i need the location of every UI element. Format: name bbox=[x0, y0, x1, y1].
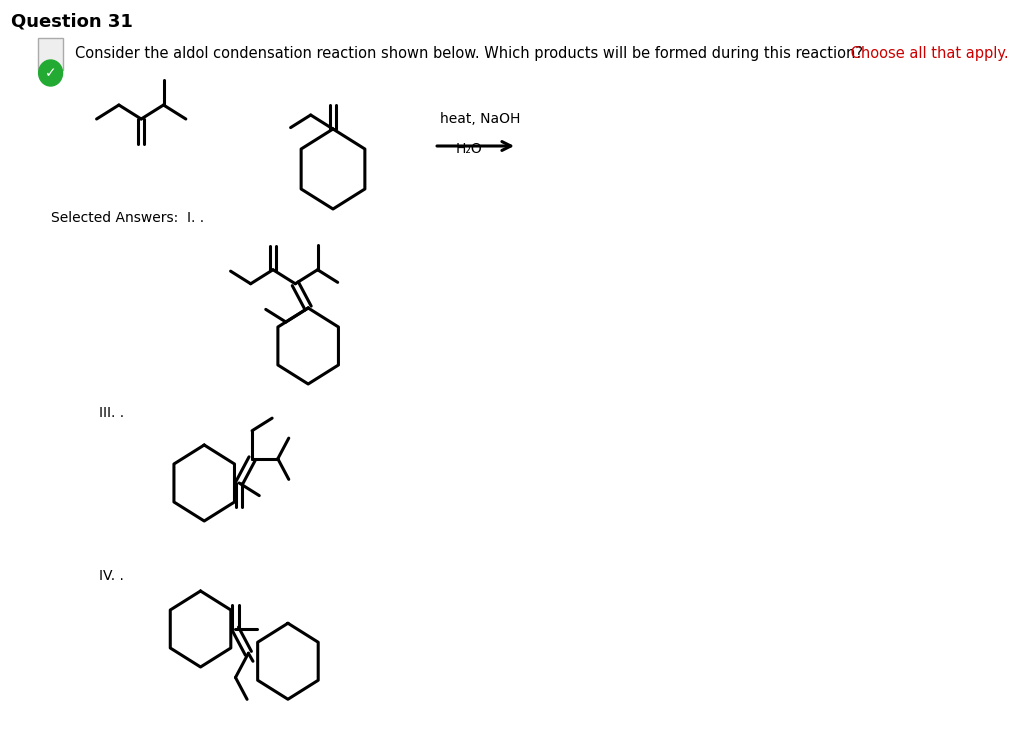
Circle shape bbox=[39, 60, 62, 86]
Text: Consider the aldol condensation reaction shown below. Which products will be for: Consider the aldol condensation reaction… bbox=[76, 46, 863, 61]
Text: H₂O: H₂O bbox=[456, 142, 482, 156]
Text: ✓: ✓ bbox=[45, 67, 56, 80]
Text: IV. .: IV. . bbox=[99, 569, 124, 583]
Text: heat, NaOH: heat, NaOH bbox=[439, 112, 520, 126]
FancyBboxPatch shape bbox=[38, 38, 63, 70]
Text: Choose all that apply.: Choose all that apply. bbox=[846, 46, 1009, 61]
Text: Selected Answers:  I. .: Selected Answers: I. . bbox=[50, 211, 204, 225]
Text: III. .: III. . bbox=[99, 406, 125, 420]
Text: Question 31: Question 31 bbox=[11, 13, 133, 31]
